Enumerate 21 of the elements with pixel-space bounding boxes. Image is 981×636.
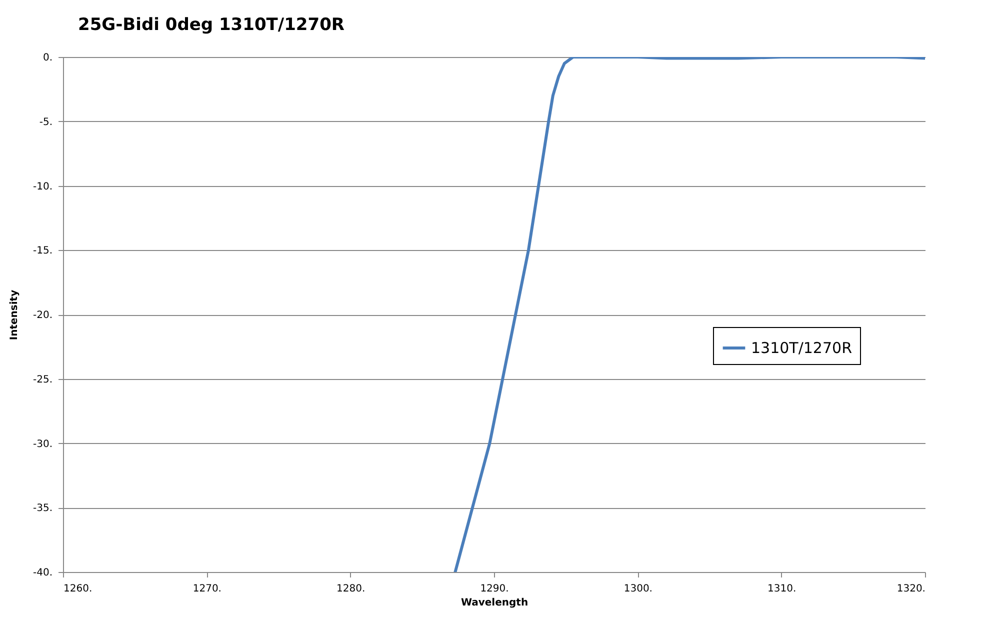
x-tick-label: 1300. [624, 584, 652, 594]
line-series [454, 57, 925, 572]
x-tick-label: 1270. [192, 584, 222, 594]
x-tick-label: 1310. [768, 584, 796, 594]
y-tick-label: -35. [32, 503, 52, 514]
x-tick-label: 1260. [64, 584, 92, 594]
y-tick-label: -30. [32, 438, 52, 450]
x-axis-title: Wavelength [460, 598, 528, 608]
x-tick-label: 1290. [480, 584, 509, 594]
x-tick-label: 1280. [336, 584, 366, 594]
x-tick-label: 1320. [896, 584, 926, 594]
y-tick-label: -20. [32, 310, 52, 321]
y-tick-label: -15. [32, 246, 52, 257]
y-tick-label: 0. [42, 52, 52, 64]
y-tick-label: -40. [32, 568, 52, 578]
y-tick-label: -5. [39, 116, 52, 128]
legend-label: 1310T/1270R [751, 339, 852, 357]
chart-title: 25G-Bidi 0deg 1310T/1270R [78, 15, 345, 35]
y-axis-title: Intensity [8, 289, 20, 340]
y-tick-label: -25. [32, 374, 52, 386]
y-tick-label: -10. [32, 181, 52, 192]
